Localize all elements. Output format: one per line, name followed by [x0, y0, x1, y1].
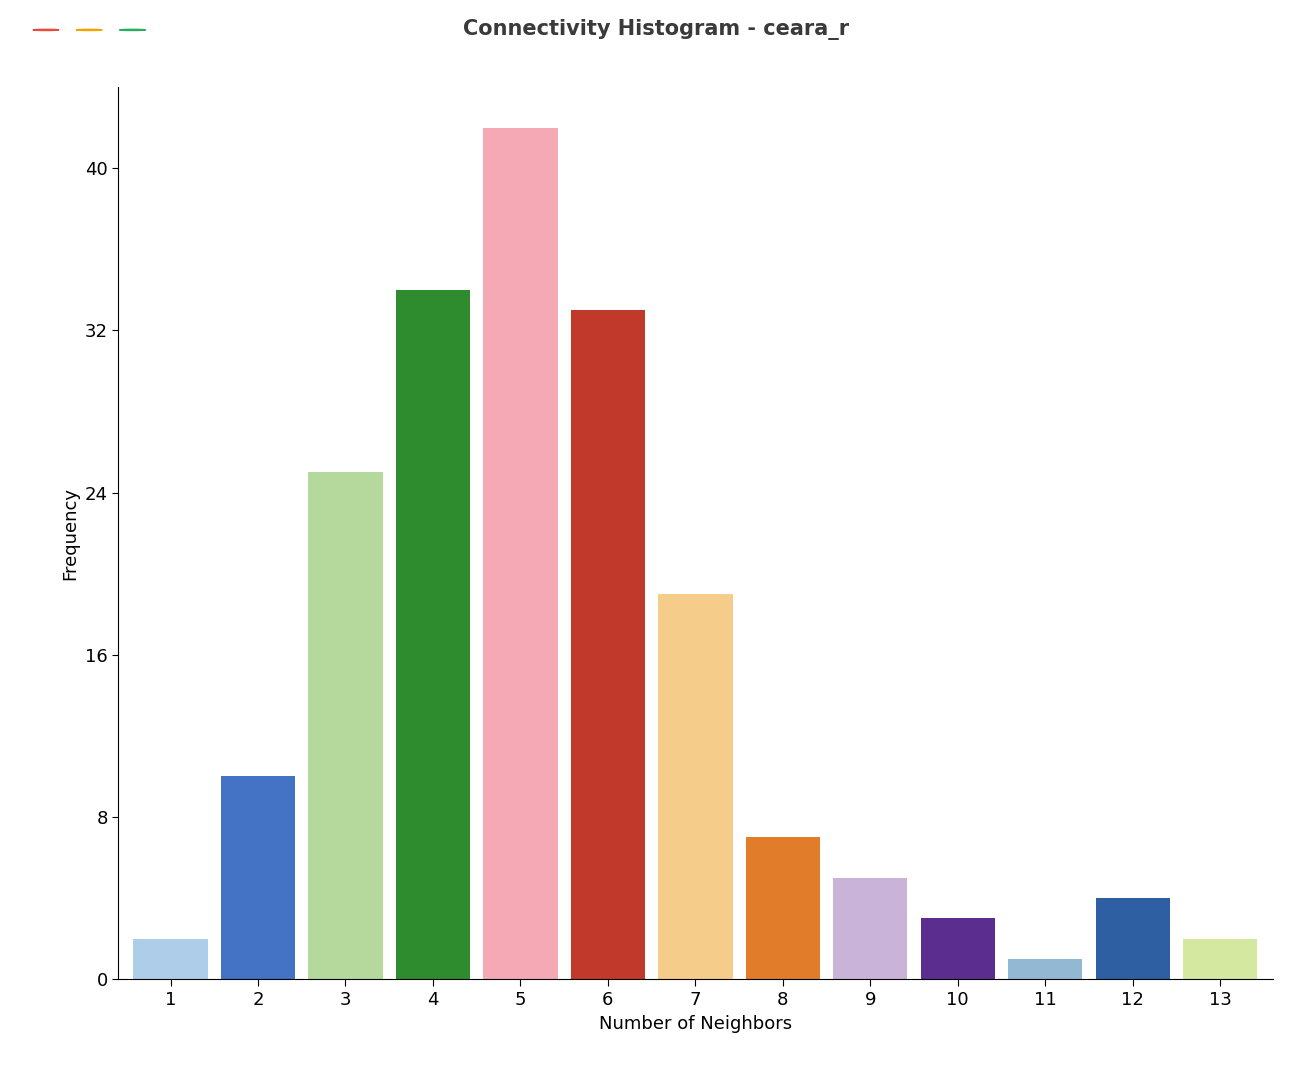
Text: Connectivity Histogram - ceara_r: Connectivity Histogram - ceara_r [463, 20, 849, 40]
Bar [921, 918, 994, 979]
Bar [1008, 959, 1082, 979]
Bar [1183, 939, 1257, 979]
Bar [659, 594, 732, 979]
Bar [745, 838, 820, 979]
Bar [134, 939, 207, 979]
Bar [833, 878, 908, 979]
Bar [571, 310, 646, 979]
Circle shape [33, 29, 59, 30]
Bar [483, 127, 558, 979]
Circle shape [119, 29, 146, 30]
Circle shape [76, 29, 102, 30]
Bar [396, 289, 470, 979]
X-axis label: Number of Neighbors: Number of Neighbors [598, 1015, 792, 1033]
Bar [1096, 898, 1170, 979]
Bar [220, 777, 295, 979]
Y-axis label: Frequency: Frequency [62, 486, 79, 580]
Bar [308, 472, 383, 979]
